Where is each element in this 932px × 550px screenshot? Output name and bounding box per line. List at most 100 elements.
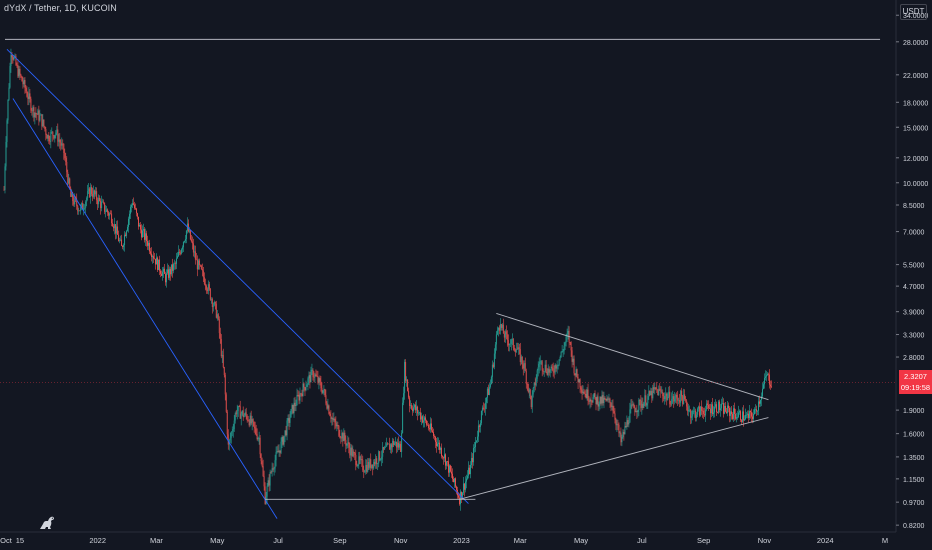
- candle-body: [172, 264, 174, 271]
- candle-body: [639, 399, 641, 401]
- candle-body: [226, 411, 228, 435]
- candle-body: [400, 444, 402, 452]
- candle-body: [723, 403, 725, 414]
- price-axis-label: 7.0000: [903, 230, 925, 237]
- candle-body: [135, 208, 136, 209]
- candle-body: [754, 409, 755, 415]
- candle-body: [205, 285, 207, 290]
- candle-body: [244, 412, 246, 416]
- candle-body: [240, 413, 242, 419]
- candle-body: [668, 391, 670, 397]
- candle-body: [710, 408, 712, 414]
- candle-body: [144, 229, 145, 240]
- candle-body: [503, 333, 505, 338]
- candle-body: [355, 454, 357, 466]
- candle-body: [52, 131, 54, 136]
- candle-body: [65, 157, 67, 163]
- candle-body: [580, 387, 582, 390]
- candle-body: [365, 465, 367, 472]
- candles: [3, 48, 772, 511]
- candle-body: [564, 342, 566, 346]
- candle-body: [769, 384, 771, 387]
- candle-body: [635, 411, 637, 413]
- candle-body: [272, 468, 274, 470]
- candle-body: [50, 131, 52, 142]
- candle-body: [419, 412, 421, 413]
- candle-body: [379, 451, 381, 460]
- candle-body: [310, 369, 312, 383]
- candle-body: [470, 457, 472, 466]
- candle-body: [155, 258, 156, 265]
- candle-body: [220, 338, 222, 357]
- candle-body: [195, 259, 197, 261]
- channel-upper-line: [6, 49, 469, 504]
- candle-body: [394, 443, 396, 445]
- candle-body: [119, 240, 121, 242]
- time-axis-label: Mar: [150, 536, 163, 545]
- candle-body: [436, 441, 437, 446]
- candle-body: [689, 409, 691, 411]
- time-axis-label: Oct: [0, 536, 13, 545]
- candle-body: [684, 394, 686, 400]
- candle-body: [579, 379, 581, 388]
- candle-body: [657, 389, 659, 396]
- candle-body: [497, 327, 499, 331]
- candle-body: [649, 391, 651, 396]
- candle-body: [359, 456, 361, 461]
- candle-body: [129, 213, 131, 219]
- candle-body: [51, 131, 53, 133]
- candle-body: [327, 405, 329, 409]
- candle-body: [58, 139, 60, 142]
- candle-body: [242, 410, 244, 418]
- candle-body: [512, 338, 514, 348]
- candle-body: [391, 444, 393, 448]
- candle-body: [197, 260, 199, 270]
- last-price-value: 2.3207: [904, 372, 927, 381]
- candle-body: [423, 420, 425, 423]
- candle-body: [590, 399, 592, 402]
- candle-body: [5, 141, 7, 167]
- candle-body: [599, 396, 601, 405]
- candle-body: [145, 233, 146, 240]
- candle-body: [390, 444, 392, 450]
- candle-body: [414, 404, 416, 408]
- candle-body: [540, 361, 542, 362]
- candle-body: [516, 349, 518, 350]
- candle-body: [95, 191, 97, 195]
- candle-body: [487, 388, 489, 395]
- candle-body: [169, 268, 171, 275]
- candle-body: [603, 397, 605, 404]
- candle-body: [74, 197, 76, 205]
- candle-body: [381, 456, 383, 460]
- currency-button[interactable]: USDT: [900, 4, 927, 20]
- candle-body: [342, 432, 344, 442]
- candle-body: [526, 383, 528, 385]
- candle-body: [64, 152, 66, 158]
- triangle-upper-line: [496, 313, 769, 401]
- candle-body: [422, 416, 424, 423]
- candle-body: [462, 492, 463, 498]
- candle-body: [375, 458, 377, 465]
- candle-body: [406, 379, 408, 381]
- candle-body: [623, 432, 625, 435]
- candle-body: [409, 397, 411, 406]
- candle-body: [225, 394, 227, 412]
- candle-body: [71, 192, 73, 197]
- candle-body: [216, 314, 218, 318]
- candle-body: [727, 405, 729, 414]
- candle-body: [698, 406, 700, 409]
- candle-body: [46, 134, 48, 139]
- candle-body: [672, 396, 674, 400]
- price-axis-label: 1.6000: [903, 432, 925, 439]
- candle-body: [680, 390, 682, 403]
- candle-body: [449, 465, 450, 473]
- candle-body: [501, 324, 503, 328]
- candle-body: [207, 284, 209, 291]
- candle-body: [77, 205, 79, 212]
- candle-body: [686, 400, 688, 407]
- candle-body: [674, 398, 676, 402]
- candle-body: [317, 376, 319, 383]
- candle-body: [656, 388, 658, 390]
- candle-body: [30, 98, 32, 111]
